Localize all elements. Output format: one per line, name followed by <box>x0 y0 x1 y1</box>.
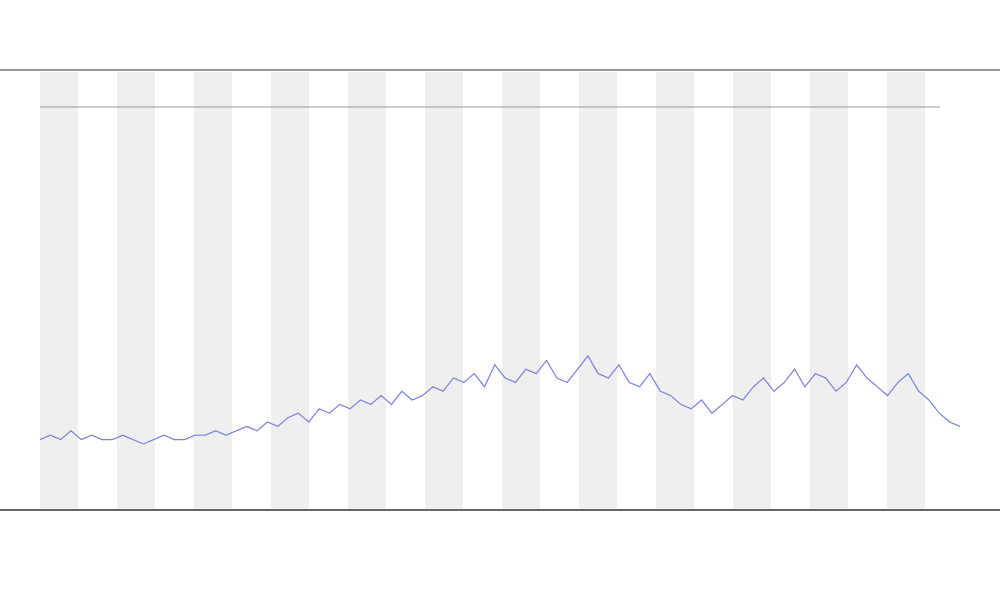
band <box>887 72 925 509</box>
band <box>271 72 309 509</box>
band <box>656 72 694 509</box>
band <box>117 72 155 509</box>
band <box>40 72 78 509</box>
band <box>348 72 386 509</box>
background-bands <box>40 72 925 509</box>
band <box>425 72 463 509</box>
band <box>733 72 771 509</box>
band <box>579 72 617 509</box>
band <box>194 72 232 509</box>
band <box>810 72 848 509</box>
band <box>502 72 540 509</box>
data-line <box>39 354 961 445</box>
